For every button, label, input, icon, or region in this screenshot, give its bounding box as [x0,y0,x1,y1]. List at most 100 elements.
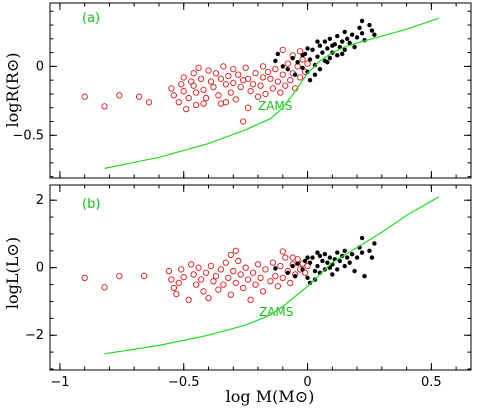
panel-b-open-point [170,284,177,292]
panel-b-filled-point [347,260,352,265]
x-axis-title: log M(M⊙) [226,387,315,406]
panel-b-filled-point [367,248,372,254]
panel-a-open-point [254,93,262,100]
panel-b-filled-point [315,263,320,269]
panel-b-open-point [252,281,259,288]
panel-b-filled-point [317,253,323,259]
panel-b-open-point [178,266,185,273]
panel-b-open-point [279,274,286,281]
panel-b-open-point [254,261,262,268]
panel-a-filled-point [307,57,313,62]
panel-b-filled-point [369,255,375,260]
panel-b-open-point [237,271,244,278]
panel-b-open-point [249,269,257,276]
panel-a-filled-point [312,72,318,77]
panel-b-open-point [212,272,220,280]
panel-a-open-point [282,82,289,89]
panel-b-filled-point [359,250,365,255]
panel-a-filled-point [347,40,352,46]
panel-b-y-axis-title: logL(L⊙) [3,237,22,309]
panel-b-open-point [262,266,269,273]
panel-a-open-point [222,81,229,88]
panel-b-filled-point [305,255,310,260]
panel-b-open-point [269,259,277,266]
panel-a-open-point [212,70,220,77]
panel-b-open-point [240,284,247,292]
panel-b-open-point [257,274,264,281]
panel-b-filled-point [344,255,350,260]
panel-b-filled-point [349,252,355,257]
panel-b-plot-area: −1 −0.5 0 0.5 −2 0 2 [25,184,472,390]
panel-b-open-point [165,267,173,275]
panel-b-zams-line [104,196,440,355]
panel-a-open-point [247,88,254,95]
panel-a-open-point [240,118,247,125]
panel-a-filled-point [290,55,295,61]
panel-b-filled-point [307,260,313,265]
panel-a-filled-point [325,60,330,65]
panel-b-xtick-label: −1 [50,375,69,390]
panel-a-filled-point [352,44,357,50]
panel-a-open-point [202,94,210,102]
panel-b-open-point [81,274,88,281]
panel-b-ytick-label: 2 [36,193,44,208]
panel-b-open-point [230,267,237,275]
panel-a-open-point [277,89,284,96]
panel-b-open-point [232,279,239,287]
panel-a-open-point [259,63,267,70]
panel-a-open-point [183,105,190,113]
panel-a-open-point [136,93,143,100]
panel-b-open-point [274,283,281,290]
panel-b-open-point [277,262,284,270]
panel-b-filled-point [273,266,278,271]
panel-b-open-point [299,260,306,267]
panel-a-open-point [215,92,222,99]
panel-a-filled-point [305,46,310,51]
panel-b-open-point [207,262,215,270]
panel-b-filled-point [354,255,360,260]
panel-a-filled-point [273,58,278,64]
panel-b-filled-point [362,273,367,279]
panel-b-filled-point [325,260,330,265]
panel-b-filled-point [335,267,340,272]
panel-a-open-point [180,74,187,81]
panel-a-open-point [235,71,242,78]
panel-b-open-point [259,288,267,295]
panel-b-ytick-label: −2 [25,328,44,343]
panel-a-open-point [210,83,217,91]
panel-a-filled-point [322,39,328,44]
panel-b-open-point [168,276,175,283]
panel-b-open-point [287,279,294,287]
panel-a-filled-point [335,33,340,39]
panel-a-filled-point [310,47,315,53]
panel-a-open-point [296,48,304,55]
panel-b-filled-point [337,258,342,264]
panel-a-open-point [190,70,197,77]
panel-b-filled-point [307,280,313,286]
panel-b-open-point [244,276,252,283]
panel-a-open-point [259,74,267,81]
panel-b-filled-point [342,263,347,269]
panel-b-filled-point [290,263,295,269]
panel-a-filled-point [285,66,290,72]
panel-b-open-point [301,269,309,276]
panel-a-open-point [262,90,269,98]
panel-a-filled-point [342,29,347,35]
panel-a-open-point [205,67,212,74]
panel-a-filled-point [340,39,345,44]
panel-a-filled-point [280,64,285,69]
panel-a-filled-point [292,72,298,77]
panel-b-ytick-label: 0 [36,261,44,276]
panel-b-xtick-label: 0.5 [421,375,442,390]
panel-b-open-point [210,278,217,285]
panel-a-open-point [170,92,177,99]
panel-a-frame [49,2,472,179]
panel-a-open-point [269,85,277,92]
panel-a-open-point [192,101,200,109]
panel-a-open-point [178,81,185,88]
panel-b-label: (b) [82,197,100,212]
panel-a-open-point [81,93,88,100]
panel-b-filled-point [352,268,357,274]
panel-b-open-point [190,271,197,278]
panel-a-open-point [180,88,187,95]
